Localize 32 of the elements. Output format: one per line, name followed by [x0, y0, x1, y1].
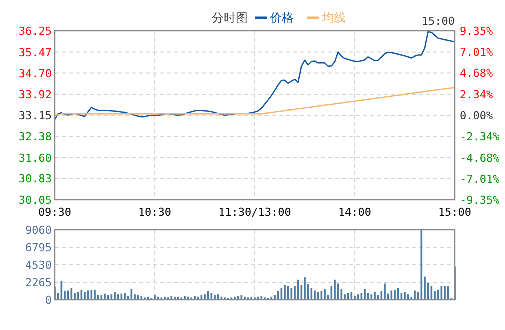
y-tick-label: 32.38 — [18, 130, 52, 144]
y-tick-label: 36.25 — [18, 25, 52, 38]
x-tick-label: 14:00 — [338, 206, 372, 219]
y-tick-label: 33.15 — [18, 110, 52, 122]
chart-title: 分时图 — [212, 11, 248, 25]
y-tick-label: 2265 — [26, 276, 52, 290]
y-tick-label: 0 — [45, 294, 52, 307]
y-tick-label: 30.83 — [18, 172, 52, 186]
x-tick-label: 15:00 — [438, 206, 472, 219]
x-tick-label: 10:30 — [138, 206, 172, 219]
x-tick-label: 09:30 — [38, 206, 72, 219]
x-tick-label: 11:30/13:00 — [218, 206, 292, 219]
y2-tick-label: 2.34% — [460, 88, 494, 102]
y2-tick-label: 4.68% — [460, 67, 494, 80]
y-tick-label: 31.60 — [18, 152, 52, 165]
text: 15:00 — [422, 15, 455, 28]
y2-tick-label: -2.34% — [460, 130, 500, 144]
y-tick-label: 6795 — [26, 242, 52, 254]
y-tick-label: 9060 — [26, 224, 52, 237]
legend-label: 均线 — [321, 11, 346, 25]
y-tick-label: 4530 — [26, 259, 52, 272]
y2-tick-label: -9.35% — [460, 194, 500, 207]
y2-tick-label: 7.01% — [460, 46, 494, 60]
y-tick-label: 34.70 — [18, 67, 52, 80]
y-tick-label: 33.92 — [18, 88, 52, 102]
legend-label: 价格 — [269, 11, 294, 25]
y2-tick-label: -7.01% — [460, 172, 500, 186]
y-tick-label: 35.47 — [18, 46, 52, 60]
y2-tick-label: 9.35% — [460, 25, 494, 38]
y2-tick-label: -4.68% — [460, 152, 500, 165]
y2-tick-label: 0.00% — [460, 110, 494, 122]
y-tick-label: 30.05 — [18, 194, 52, 207]
